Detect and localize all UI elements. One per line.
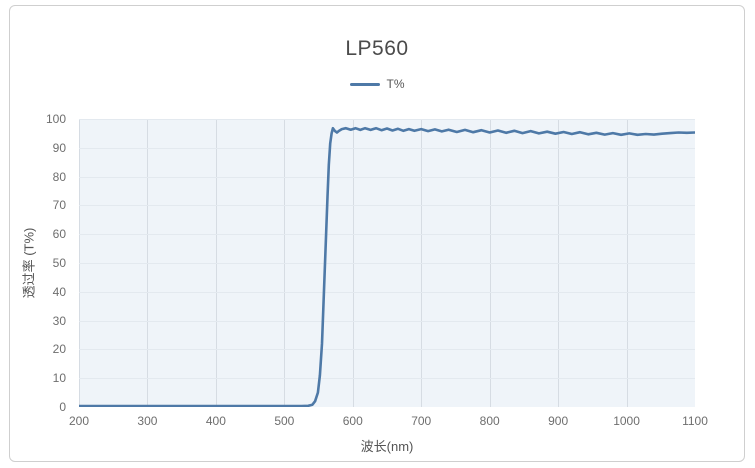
x-tick-label: 400 (205, 414, 226, 428)
x-tick-label: 200 (68, 414, 90, 428)
y-tick-label: 40 (52, 284, 66, 299)
x-tick-label: 500 (274, 414, 295, 428)
y-tick-label: 0 (59, 400, 66, 414)
y-tick-label: 80 (52, 169, 66, 184)
y-tick-label: 30 (52, 313, 66, 328)
chart-card: LP560 T% 0 10 20 30 40 50 60 70 80 90 100 200 300 40… (9, 5, 745, 462)
legend-item-t-percent[interactable]: T% (10, 77, 744, 91)
y-tick-label: 20 (52, 342, 66, 357)
x-tick-label: 700 (411, 414, 432, 428)
x-tick-label: 300 (137, 414, 158, 428)
y-axis-title: 透过率 (T%) (21, 227, 37, 299)
x-tick-label: 600 (342, 414, 363, 428)
legend-line-marker-icon (349, 82, 380, 86)
y-tick-label: 10 (52, 371, 66, 386)
y-tick-label: 90 (52, 140, 66, 155)
y-tick-label: 60 (52, 227, 66, 242)
x-tick-label: 1000 (613, 414, 640, 428)
x-axis-title: 波长(nm) (360, 439, 414, 454)
legend-label: T% (386, 77, 405, 91)
x-tick-label: 800 (479, 414, 500, 428)
line-chart (79, 119, 695, 407)
x-tick-label: 1100 (682, 414, 708, 428)
chart-title: LP560 (345, 37, 409, 60)
plot-area (79, 119, 695, 407)
y-tick-label: 50 (52, 256, 66, 270)
x-tick-label: 900 (548, 414, 569, 428)
y-tick-label: 100 (45, 112, 66, 126)
y-tick-label: 70 (52, 198, 66, 213)
